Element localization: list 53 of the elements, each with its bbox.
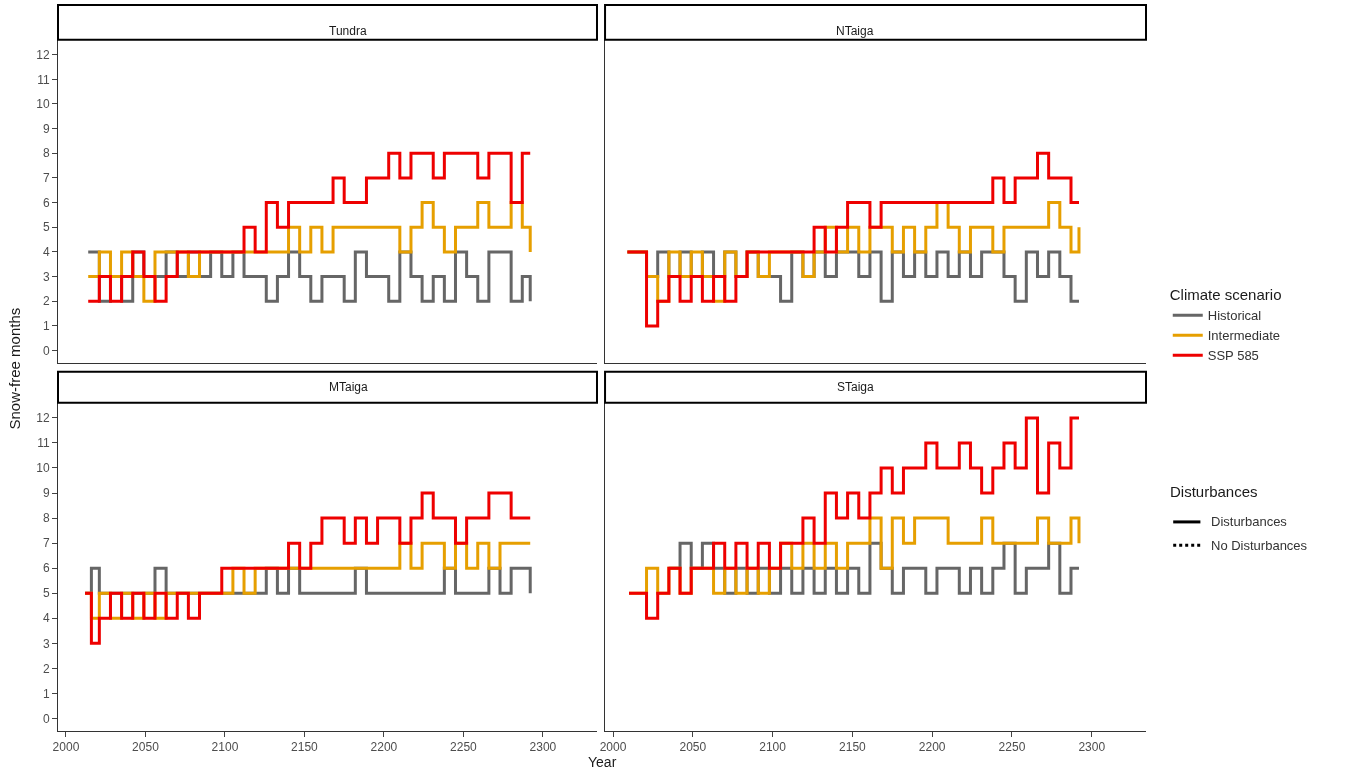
x-tick-label: 2050 (132, 740, 160, 755)
x-tick-label: 2200 (918, 740, 946, 755)
y-tick-label: 5 (42, 220, 50, 235)
x-tick-label: 2000 (52, 740, 80, 755)
x-tick-label: 2300 (529, 740, 557, 755)
x-tick-label: 2250 (450, 740, 478, 755)
x-tick-label: 2100 (759, 740, 787, 755)
y-tick-label: 9 (42, 121, 50, 136)
legend-label: Historical (1207, 308, 1262, 324)
y-tick-label: 4 (42, 245, 50, 260)
y-tick-label: 12 (36, 47, 50, 62)
y-tick-label: 1 (42, 319, 50, 334)
y-tick-label: 11 (37, 436, 50, 451)
y-tick-label: 8 (42, 146, 50, 161)
y-tick-label: 0 (42, 343, 50, 358)
y-tick-label: 2 (42, 661, 50, 676)
x-tick-label: 2000 (599, 740, 627, 755)
legend-title: Climate scenario (1169, 286, 1282, 304)
y-tick-label: 2 (42, 294, 50, 309)
y-tick-label: 11 (37, 72, 50, 87)
x-tick-label: 2100 (211, 740, 239, 755)
y-tick-label: 8 (42, 511, 50, 526)
chart-title: Tundra (329, 24, 367, 38)
x-tick-label: 2200 (370, 740, 398, 755)
text: Disturbances (1211, 514, 1288, 529)
y-tick-label: 3 (42, 636, 50, 651)
y-tick-label: 6 (42, 195, 50, 210)
y-tick-label: 4 (42, 611, 50, 626)
legend-label: SSP 585 (1207, 348, 1259, 364)
x-tick-label: 2250 (998, 740, 1026, 755)
legend-label: Intermediate (1207, 328, 1281, 344)
y-tick-label: 10 (36, 97, 50, 112)
y-tick-label: 5 (42, 586, 50, 601)
y-tick-label: 3 (42, 269, 50, 284)
text: No Disturbances (1211, 538, 1308, 553)
text: Disturbances (1170, 483, 1258, 500)
y-tick-label: 9 (42, 486, 50, 501)
x-tick-label: 2300 (1078, 740, 1106, 755)
y-tick-label: 10 (36, 461, 50, 476)
x-axis-title: Year (588, 754, 617, 770)
y-tick-label: 0 (42, 711, 50, 726)
x-tick-label: 2150 (839, 740, 867, 755)
y-tick-label: 6 (42, 561, 50, 576)
y-tick-label: 7 (42, 171, 50, 186)
y-tick-label: 7 (42, 536, 50, 551)
y-axis-title: Snow-free months (6, 307, 24, 430)
chart-title: STaiga (837, 380, 875, 394)
chart-title: MTaiga (329, 380, 369, 394)
chart-title: NTaiga (836, 24, 874, 38)
x-tick-label: 2150 (291, 740, 319, 755)
x-tick-label: 2050 (679, 740, 707, 755)
y-tick-label: 12 (36, 411, 50, 426)
y-tick-label: 1 (42, 686, 50, 701)
